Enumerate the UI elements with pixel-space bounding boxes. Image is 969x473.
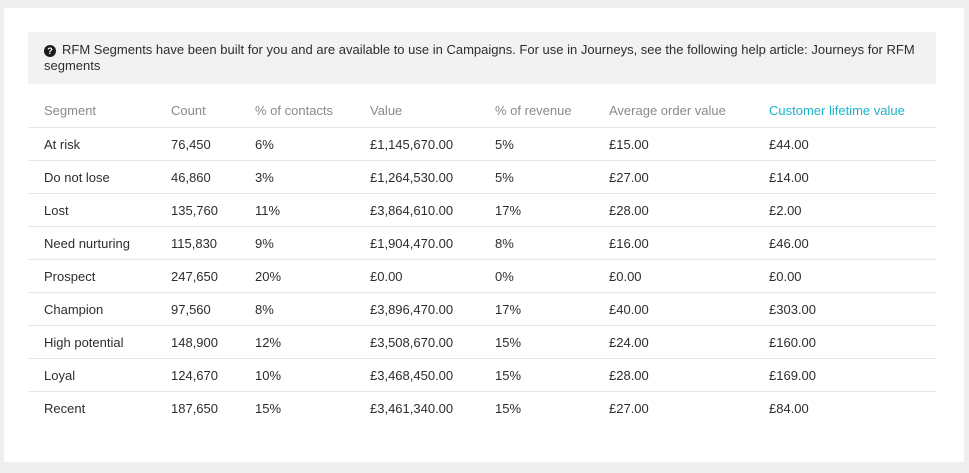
percent-contacts-cell: 20%: [239, 259, 354, 293]
segment-cell: Loyal: [28, 358, 155, 392]
customer-lifetime-value-cell: £0.00: [753, 259, 936, 293]
average-order-value-cell: £16.00: [593, 226, 753, 260]
customer-lifetime-value-cell: £160.00: [753, 325, 936, 359]
percent-revenue-cell: 0%: [479, 259, 593, 293]
percent-revenue-cell: 5%: [479, 160, 593, 194]
percent-contacts-cell: 3%: [239, 160, 354, 194]
table-row: Do not lose 46,860 3% £1,264,530.00 5% £27.00…: [28, 160, 936, 194]
table-row: Loyal 124,670 10% £3,468,450.00 15% £28.00 £16…: [28, 358, 936, 392]
segment-cell: Champion: [28, 292, 155, 326]
customer-lifetime-value-cell: £44.00: [753, 127, 936, 161]
table-header-row: Segment Count % of contacts Value % of r…: [28, 94, 936, 128]
rfm-panel: ? RFM Segments have been built for you an…: [4, 8, 964, 462]
count-cell: 97,560: [155, 292, 239, 326]
percent-revenue-cell: 8%: [479, 226, 593, 260]
column-header-customer-lifetime-value[interactable]: Customer lifetime value: [753, 94, 936, 128]
percent-contacts-cell: 11%: [239, 193, 354, 227]
column-header-percent-contacts[interactable]: % of contacts: [239, 94, 354, 128]
value-cell: £3,508,670.00: [354, 325, 479, 359]
value-cell: £1,145,670.00: [354, 127, 479, 161]
count-cell: 187,650: [171, 400, 218, 416]
segment-cell: Recent: [44, 400, 86, 416]
column-header-count[interactable]: Count: [155, 94, 239, 128]
table-row: Need nurturing 115,830 9% £1,904,470.00 8% £1…: [28, 226, 936, 260]
info-banner: ? RFM Segments have been built for you an…: [28, 32, 936, 84]
value-cell: £3,864,610.00: [354, 193, 479, 227]
count-cell: 135,760: [155, 193, 239, 227]
column-header-value[interactable]: Value: [354, 94, 479, 128]
count-cell: 124,670: [155, 358, 239, 392]
value-cell: £0.00: [354, 259, 479, 293]
average-order-value-cell: £40.00: [593, 292, 753, 326]
table-row: At risk 76,450 6% £1,145,670.00 5% £15.00 £44.…: [28, 127, 936, 161]
count-cell: 148,900: [155, 325, 239, 359]
percent-contacts-cell: 12%: [239, 325, 354, 359]
info-banner-text: RFM Segments have been built for you and…: [44, 42, 915, 73]
count-cell: 76,450: [155, 127, 239, 161]
segment-cell: Lost: [28, 193, 155, 227]
average-order-value-cell: £24.00: [593, 325, 753, 359]
column-header-average-order-value[interactable]: Average order value: [593, 94, 753, 128]
customer-lifetime-value-cell: £169.00: [753, 358, 936, 392]
count-cell: 46,860: [155, 160, 239, 194]
segment-cell: Do not lose: [28, 160, 155, 194]
segment-cell: At risk: [28, 127, 155, 161]
column-header-segment[interactable]: Segment: [28, 94, 155, 128]
value-cell: £1,264,530.00: [354, 160, 479, 194]
customer-lifetime-value-cell: £84.00: [769, 400, 809, 416]
column-header-percent-revenue[interactable]: % of revenue: [479, 94, 593, 128]
customer-lifetime-value-cell: £303.00: [753, 292, 936, 326]
table-row: Prospect 247,650 20% £0.00 0% £0.00 £0.00: [28, 259, 936, 293]
count-cell: 115,830: [155, 226, 239, 260]
count-cell: 247,650: [155, 259, 239, 293]
value-cell: £3,461,340.00: [370, 400, 454, 416]
percent-revenue-cell: 5%: [479, 127, 593, 161]
rfm-segments-table: Segment Count % of contacts Value % of r…: [28, 94, 936, 424]
customer-lifetime-value-cell: £2.00: [753, 193, 936, 227]
percent-revenue-cell: 15%: [479, 325, 593, 359]
percent-revenue-cell: 15%: [495, 400, 522, 416]
customer-lifetime-value-cell: £46.00: [753, 226, 936, 260]
value-cell: £3,468,450.00: [354, 358, 479, 392]
average-order-value-cell: £0.00: [593, 259, 753, 293]
value-cell: £3,896,470.00: [354, 292, 479, 326]
average-order-value-cell: £28.00: [593, 358, 753, 392]
percent-contacts-cell: 10%: [239, 358, 354, 392]
average-order-value-cell: £27.00: [593, 160, 753, 194]
percent-contacts-cell: 8%: [239, 292, 354, 326]
customer-lifetime-value-cell: £14.00: [753, 160, 936, 194]
percent-revenue-cell: 15%: [479, 358, 593, 392]
table-row: Recent 187,650 15% £3,461,340.00 15% £27.00 £8…: [28, 392, 936, 425]
percent-revenue-cell: 17%: [479, 292, 593, 326]
table-row: Champion 97,560 8% £3,896,470.00 17% £40.00 £3…: [28, 292, 936, 326]
average-order-value-cell: £28.00: [593, 193, 753, 227]
percent-contacts-cell: 6%: [239, 127, 354, 161]
value-cell: £1,904,470.00: [354, 226, 479, 260]
segment-cell: Prospect: [28, 259, 155, 293]
segment-cell: High potential: [28, 325, 155, 359]
table-row: Lost 135,760 11% £3,864,610.00 17% £28.00 £2.0…: [28, 193, 936, 227]
info-icon: ?: [44, 45, 56, 57]
segment-cell: Need nurturing: [28, 226, 155, 260]
average-order-value-cell: £15.00: [593, 127, 753, 161]
table-row: High potential 148,900 12% £3,508,670.00 15%…: [28, 325, 936, 359]
percent-contacts-cell: 15%: [255, 400, 282, 416]
percent-revenue-cell: 17%: [479, 193, 593, 227]
average-order-value-cell: £27.00: [609, 400, 649, 416]
percent-contacts-cell: 9%: [239, 226, 354, 260]
